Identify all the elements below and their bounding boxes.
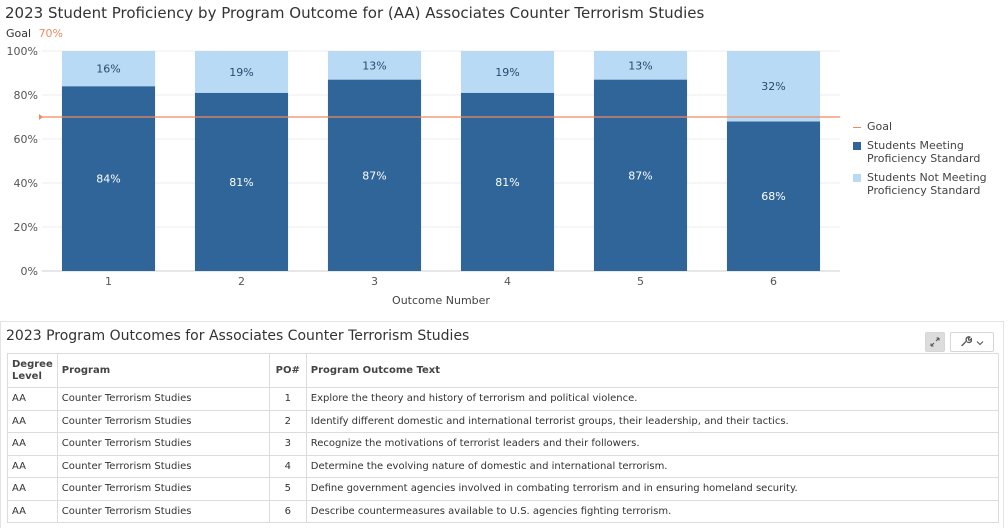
- cell-po: 1: [268, 387, 307, 411]
- cell-outcome-text: Explore the theory and history of terror…: [305, 387, 1000, 411]
- cell-degree: AA: [7, 477, 58, 501]
- table-row: AA Counter Terrorism Studies 4 Determine…: [7, 454, 1000, 478]
- data-label-meeting: 81%: [229, 176, 253, 189]
- cell-program: Counter Terrorism Studies: [56, 499, 270, 523]
- data-label-meeting: 87%: [362, 169, 386, 182]
- legend-item-meeting[interactable]: Students Meeting Proficiency Standard: [853, 139, 1003, 165]
- cell-program: Counter Terrorism Studies: [56, 477, 270, 501]
- cell-po: 4: [268, 454, 307, 478]
- cell-outcome-text: Recognize the motivations of terrorist l…: [305, 432, 1000, 456]
- table-row: AA Counter Terrorism Studies 6 Describe …: [7, 499, 1000, 523]
- data-label-not-meeting: 19%: [495, 66, 519, 79]
- bar-meeting: [593, 79, 688, 271]
- cell-program: Counter Terrorism Studies: [56, 454, 270, 478]
- goal-caption: Goal 70%: [6, 27, 63, 40]
- legend-item-not-meeting[interactable]: Students Not Meeting Proficiency Standar…: [853, 171, 1003, 197]
- legend-meeting-swatch: [853, 142, 861, 150]
- x-tick-label: 3: [371, 275, 378, 288]
- col-header-outcome-text[interactable]: Program Outcome Text: [305, 353, 1000, 388]
- y-tick-label: 80%: [14, 89, 38, 102]
- legend-item-goal[interactable]: Goal: [853, 120, 1003, 133]
- bar-not-meeting: [194, 51, 289, 93]
- bar-meeting: [460, 92, 555, 271]
- cell-degree: AA: [7, 499, 58, 523]
- bar-not-meeting: [61, 51, 156, 87]
- cell-outcome-text: Determine the evolving nature of domesti…: [305, 454, 1000, 478]
- cell-po: 3: [268, 432, 307, 456]
- table-row: AA Counter Terrorism Studies 1 Explore t…: [7, 387, 1000, 411]
- cell-outcome-text: Define government agencies involved in c…: [305, 477, 1000, 501]
- data-label-meeting: 84%: [96, 173, 120, 186]
- table-row: AA Counter Terrorism Studies 5 Define go…: [7, 477, 1000, 501]
- bar-not-meeting: [460, 51, 555, 93]
- col-header-degree[interactable]: Degree Level: [7, 353, 58, 388]
- bar-not-meeting: [726, 51, 821, 122]
- bar-not-meeting: [327, 51, 422, 80]
- x-tick-label: 1: [105, 275, 112, 288]
- bar-meeting: [726, 121, 821, 272]
- data-label-not-meeting: 13%: [628, 59, 652, 72]
- y-tick-label: 60%: [14, 133, 38, 146]
- goal-caption-value: 70%: [38, 27, 64, 40]
- data-label-not-meeting: 19%: [229, 66, 253, 79]
- y-tick-label: 20%: [14, 221, 38, 234]
- legend-meeting-label: Students Meeting Proficiency Standard: [867, 139, 981, 165]
- cell-program: Counter Terrorism Studies: [56, 387, 270, 411]
- outcomes-table: Degree Level Program PO# Program Outcome…: [7, 353, 1000, 523]
- data-label-not-meeting: 16%: [96, 63, 120, 76]
- chevron-down-icon: [976, 336, 984, 349]
- chart-title: 2023 Student Proficiency by Program Outc…: [5, 4, 705, 22]
- x-tick-label: 4: [504, 275, 511, 288]
- cell-outcome-text: Describe countermeasures available to U.…: [305, 499, 1000, 523]
- cell-po: 6: [268, 499, 307, 523]
- cell-degree: AA: [7, 432, 58, 456]
- x-tick-label: 5: [637, 275, 644, 288]
- chart-panel: 2023 Student Proficiency by Program Outc…: [5, 4, 1003, 307]
- bar-meeting: [327, 79, 422, 271]
- goal-marker: [39, 114, 43, 120]
- legend-not-meeting-swatch: [853, 174, 861, 182]
- proficiency-chart: 0% 20% 40% 60% 80% 100% 84% 16% 1 81% 19% 2 87% 13% 3 8…: [7, 45, 840, 307]
- expand-button[interactable]: [925, 332, 945, 352]
- data-label-meeting: 87%: [628, 169, 652, 182]
- x-tick-label: 2: [238, 275, 245, 288]
- data-label-not-meeting: 32%: [761, 80, 785, 93]
- legend-goal-swatch: [853, 127, 861, 128]
- cell-program: Counter Terrorism Studies: [56, 409, 270, 433]
- bar-not-meeting: [593, 51, 688, 80]
- table-header-row: Degree Level Program PO# Program Outcome…: [7, 353, 1000, 388]
- wrench-icon: [960, 335, 973, 350]
- table-title: 2023 Program Outcomes for Associates Cou…: [6, 328, 470, 344]
- table-row: AA Counter Terrorism Studies 3 Recognize…: [7, 432, 1000, 456]
- y-tick-label: 0%: [21, 265, 38, 278]
- legend-goal-label: Goal: [867, 120, 893, 133]
- outcomes-table-panel: 2023 Program Outcomes for Associates Cou…: [0, 321, 1004, 528]
- cell-degree: AA: [7, 454, 58, 478]
- cell-po: 5: [268, 477, 307, 501]
- cell-outcome-text: Identify different domestic and internat…: [305, 409, 1000, 433]
- bar-meeting: [194, 92, 289, 271]
- tools-menu-button[interactable]: [950, 332, 994, 352]
- x-tick-label: 6: [770, 275, 777, 288]
- expand-icon: [930, 337, 940, 347]
- data-label-not-meeting: 13%: [362, 59, 386, 72]
- data-label-meeting: 81%: [495, 176, 519, 189]
- legend-not-meeting-label: Students Not Meeting Proficiency Standar…: [867, 171, 987, 197]
- cell-program: Counter Terrorism Studies: [56, 432, 270, 456]
- col-header-po[interactable]: PO#: [268, 353, 307, 388]
- col-header-program[interactable]: Program: [56, 353, 270, 388]
- data-label-meeting: 68%: [761, 190, 785, 203]
- chart-legend: Goal Students Meeting Proficiency Standa…: [853, 120, 1003, 203]
- cell-degree: AA: [7, 409, 58, 433]
- cell-po: 2: [268, 409, 307, 433]
- goal-caption-label: Goal: [6, 27, 32, 40]
- x-axis-title: Outcome Number: [392, 294, 490, 307]
- y-tick-label: 40%: [14, 177, 38, 190]
- table-row: AA Counter Terrorism Studies 2 Identify …: [7, 409, 1000, 433]
- cell-degree: AA: [7, 387, 58, 411]
- y-tick-label: 100%: [7, 45, 38, 58]
